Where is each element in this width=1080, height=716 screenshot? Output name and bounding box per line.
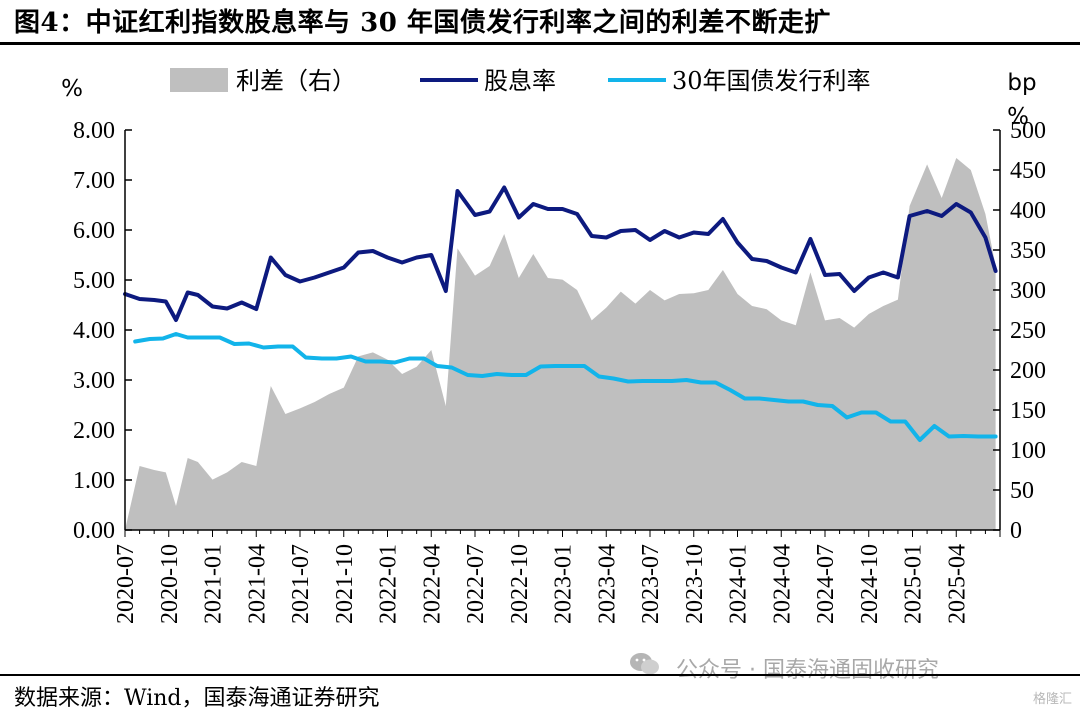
left-tick-label: 0.00 <box>73 518 115 544</box>
x-tick-label: 2021-10 <box>332 544 358 624</box>
x-tick-label: 2022-01 <box>376 544 402 624</box>
x-tick-label: 2020-10 <box>157 544 183 624</box>
left-tick-label: 6.00 <box>73 218 115 244</box>
axes-layer: 0.00 1.00 2.00 3.00 4.00 5.00 6.00 7.00 8.00 0 50 1… <box>61 70 1046 624</box>
left-tick-label: 1.00 <box>73 468 115 494</box>
x-tick-label: 2025-04 <box>944 544 970 624</box>
spread-area <box>125 158 996 530</box>
left-tick-label: 2.00 <box>73 418 115 444</box>
left-tick-label: 5.00 <box>73 268 115 294</box>
x-tick-label: 2024-07 <box>813 544 839 624</box>
right-tick-label: 400 <box>1010 198 1046 224</box>
watermark-label: 公众号 · 国泰海通固收研究 <box>676 658 939 683</box>
x-tick-label: 2021-04 <box>244 544 270 624</box>
x-tick-label: 2023-04 <box>594 544 620 624</box>
x-tick-label: 2024-10 <box>857 544 883 624</box>
left-tick-label: 8.00 <box>73 118 115 144</box>
x-tick-label: 2024-01 <box>726 544 752 624</box>
legend-label-dividend: 股息率 <box>484 67 556 95</box>
x-tick-label: 2024-04 <box>769 544 795 624</box>
bond-yield-line <box>133 332 998 442</box>
right-tick-label: 200 <box>1010 358 1046 384</box>
left-tick-label: 4.00 <box>73 318 115 344</box>
legend-label-bond: 30年国债发行利率 <box>672 67 871 95</box>
right-tick-label: 300 <box>1010 278 1046 304</box>
right-unit-sublabel: % <box>1007 104 1029 130</box>
x-tick-label: 2022-10 <box>507 544 533 624</box>
x-tick-label: 2021-01 <box>201 544 227 624</box>
right-tick-label: 450 <box>1010 158 1046 184</box>
data-source: 数据来源：Wind，国泰海通证券研究 <box>14 686 380 711</box>
left-unit-label: % <box>61 76 83 102</box>
spread-area-layer <box>125 158 996 530</box>
legend-swatch-spread <box>170 68 228 92</box>
chart-title: 图4：中证红利指数股息率与 30 年国债发行利率之间的利差不断走扩 <box>14 8 831 38</box>
legend: 利差（右） 股息率 30年国债发行利率 <box>170 67 871 95</box>
x-tick-label: 2023-07 <box>638 544 664 624</box>
corner-watermark: 格隆汇 <box>1032 692 1072 707</box>
right-unit-label: bp <box>1007 70 1036 96</box>
right-tick-label: 150 <box>1010 398 1046 424</box>
footer-divider <box>0 674 1080 676</box>
x-tick-label: 2022-04 <box>419 544 445 624</box>
dividend-yield-line <box>123 185 998 322</box>
x-tick-label: 2023-01 <box>551 544 577 624</box>
right-tick-label: 500 <box>1010 118 1046 144</box>
x-tick-label: 2020-07 <box>113 544 139 624</box>
left-tick-label: 3.00 <box>73 368 115 394</box>
watermark-text: 公众号 · 国泰海通固收研究 <box>632 652 939 684</box>
right-tick-label: 100 <box>1010 438 1046 464</box>
x-tick-label: 2025-01 <box>901 544 927 624</box>
chart: 0.00 1.00 2.00 3.00 4.00 5.00 6.00 7.00 8.00 0 50 1… <box>61 67 1046 624</box>
right-tick-label: 250 <box>1010 318 1046 344</box>
x-tick-label: 2021-07 <box>288 544 314 624</box>
right-tick-label: 0 <box>1010 518 1022 544</box>
title-divider <box>0 42 1080 45</box>
x-tick-label: 2023-10 <box>682 544 708 624</box>
line-layer <box>123 185 998 442</box>
legend-label-spread: 利差（右） <box>236 67 356 95</box>
right-tick-label: 350 <box>1010 238 1046 264</box>
left-tick-label: 7.00 <box>73 168 115 194</box>
x-tick-label: 2022-07 <box>463 544 489 624</box>
right-tick-label: 50 <box>1010 478 1034 504</box>
wechat-icon <box>630 653 659 675</box>
